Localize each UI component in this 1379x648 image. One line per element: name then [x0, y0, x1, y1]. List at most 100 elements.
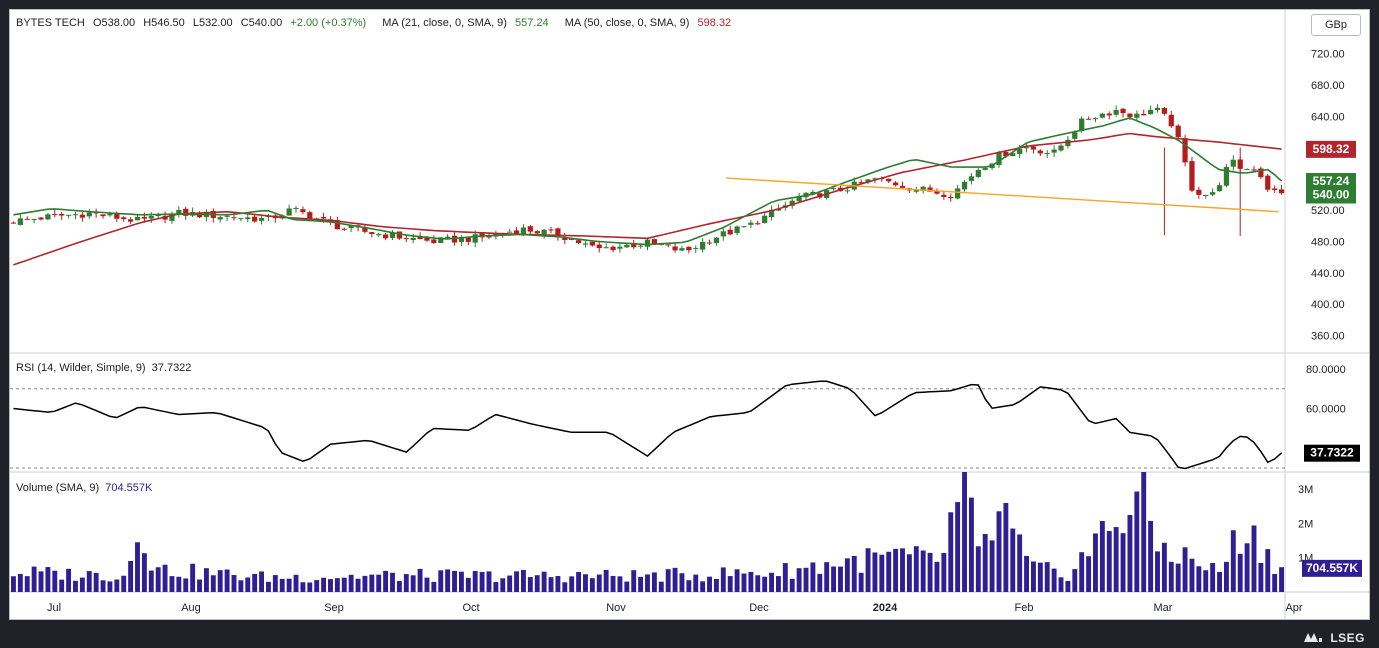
volume-bar [996, 511, 1002, 592]
volume-bar [183, 578, 189, 592]
volume-bar [279, 578, 285, 592]
ma50-line [13, 132, 1282, 266]
candle-body [24, 218, 30, 220]
volume-bar [955, 502, 961, 592]
volume-bar [1258, 562, 1264, 592]
candle-body [555, 228, 561, 237]
volume-bar [1203, 570, 1209, 592]
volume-bar [968, 497, 974, 592]
candle-body [320, 216, 327, 219]
volume-bar [624, 581, 630, 592]
volume-bar [872, 552, 878, 592]
volume-bar [128, 560, 134, 592]
volume-bar [727, 576, 733, 592]
candle-body [1085, 118, 1092, 120]
candle-body [975, 170, 981, 177]
volume-bar [541, 571, 547, 592]
candle-body [389, 232, 396, 238]
volume-bar [527, 577, 533, 592]
volume-bar [610, 575, 616, 592]
candle-body [86, 212, 92, 217]
volume-bar [1079, 552, 1085, 592]
candle-body [217, 217, 223, 220]
volume-bar [417, 568, 423, 592]
candle-body [1196, 189, 1202, 195]
volume-bar [803, 567, 809, 592]
candle-body [341, 228, 347, 230]
volume-bar [1217, 572, 1222, 592]
price-label-text: 557.24 [1313, 174, 1350, 188]
volume-bar [38, 571, 44, 592]
low-value: L532.00 [192, 17, 233, 29]
volume-bar [135, 542, 140, 592]
time-tick-label: Aug [181, 602, 201, 614]
candle-body [762, 215, 768, 224]
candle-body [1051, 149, 1057, 153]
time-tick-label: Dec [749, 602, 769, 614]
price-tick-label: 480.00 [1311, 236, 1345, 248]
volume-bar [548, 577, 554, 592]
candle-body [1244, 168, 1250, 170]
candle-body [458, 237, 465, 242]
volume-bar [562, 582, 568, 592]
candle-body [45, 214, 51, 220]
candle-body [252, 216, 258, 222]
volume-bar [1044, 562, 1050, 592]
volume-bar [693, 574, 699, 592]
volume-tick-label: 2M [1298, 518, 1313, 530]
volume-bar [507, 575, 513, 592]
candle-body [844, 190, 850, 192]
candle-body [1030, 146, 1037, 150]
candle-body [892, 182, 899, 186]
chart-canvas[interactable]: 720.00680.00640.00600.00560.00520.00480.… [10, 10, 1370, 620]
volume-bar [52, 570, 58, 592]
candle-body [1120, 108, 1126, 114]
volume-bar [1120, 533, 1126, 592]
candle-body [396, 231, 403, 239]
volume-bars [11, 472, 1284, 592]
candle-body [955, 188, 961, 199]
volume-bar [410, 575, 416, 592]
candle-body [569, 238, 575, 240]
volume-bar [431, 581, 437, 592]
price-label-text: 598.32 [1313, 142, 1350, 156]
candle-body [644, 239, 651, 247]
currency-selector[interactable]: GBp [1311, 14, 1361, 36]
volume-bar [1148, 520, 1154, 592]
candle-body [362, 227, 368, 232]
volume-bar [989, 540, 995, 592]
volume-bar [906, 554, 912, 592]
candle-body [713, 237, 720, 244]
candle-body [183, 208, 189, 216]
volume-bar [396, 581, 402, 592]
candle-body [700, 241, 706, 250]
volume-bar [741, 573, 747, 592]
volume-bar [355, 578, 361, 592]
candle-body [410, 237, 416, 241]
candle-body [913, 189, 919, 192]
volume-bar [1155, 551, 1160, 592]
volume-bar [893, 548, 899, 592]
volume-bar [121, 575, 127, 592]
volume-value: 704.557K [105, 482, 153, 494]
volume-bar [11, 576, 16, 592]
volume-bar [1093, 533, 1098, 592]
candle-body [307, 212, 313, 220]
ma21-line [13, 117, 1283, 246]
volume-bar [789, 578, 795, 592]
volume-bar [589, 578, 595, 592]
volume-bar [1134, 491, 1140, 592]
time-tick-label: Mar [1154, 602, 1173, 614]
volume-bar [472, 571, 478, 592]
candle-body [121, 217, 127, 220]
candle-body [417, 236, 423, 240]
price-tick-label: 440.00 [1311, 268, 1345, 280]
volume-bar [24, 576, 30, 592]
rsi-current-text: 37.7322 [1310, 446, 1354, 460]
volume-bar [314, 580, 320, 592]
volume-bar [1230, 530, 1236, 592]
volume-bar [934, 561, 940, 592]
volume-bar [762, 576, 768, 592]
candle-body [465, 237, 471, 242]
volume-bar [776, 576, 781, 592]
